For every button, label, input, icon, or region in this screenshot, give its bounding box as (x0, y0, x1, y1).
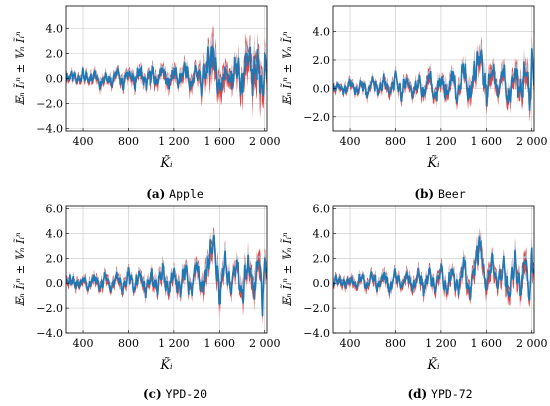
caption-tag: (a) (146, 187, 166, 201)
y-tick-label: 4.0 (46, 23, 64, 36)
x-axis-label: K̃ᵢ (426, 357, 440, 373)
y-tick-label: 6.0 (46, 202, 64, 215)
caption-tag: (d) (407, 387, 428, 401)
caption-tag: (c) (142, 387, 162, 401)
y-tick-label: −4.0 (303, 327, 330, 340)
y-tick-label: −2.0 (36, 98, 63, 111)
plot-area (66, 25, 267, 119)
y-tick-label: −2.0 (36, 302, 63, 315)
y-tick-label: 4.0 (313, 227, 331, 240)
variance-band (66, 226, 267, 325)
x-tick-label: 2 000 (249, 337, 281, 350)
y-axis-label: 𝔼ₙ Ĩᵢⁿ ± 𝕍ₙ Ĩᵢⁿ (13, 232, 27, 307)
x-tick-label: 400 (340, 337, 361, 350)
x-tick-label: 800 (118, 135, 139, 148)
plot-area (66, 226, 267, 325)
chart-panel-c: 400 800 1 200 1 600 2 000 −4.0 −2.0 0.0 2.0 4.0 6.… (13, 202, 280, 373)
x-tick-label: 800 (385, 337, 406, 350)
caption-name: YPD-72 (431, 387, 473, 401)
x-tick-label: 1 200 (158, 135, 190, 148)
y-tick-label: −4.0 (36, 327, 63, 340)
x-tick-label: 1 600 (204, 337, 236, 350)
caption-a: (a) Apple (70, 187, 280, 201)
y-tick-label: 2.0 (313, 252, 331, 265)
y-tick-label: 0.0 (313, 277, 331, 290)
y-tick-label: 6.0 (313, 202, 331, 215)
y-tick-label: −2.0 (303, 302, 330, 315)
x-tick-label: 800 (385, 135, 406, 148)
y-tick-label: 0.0 (46, 277, 64, 290)
y-tick-label: −4.0 (36, 123, 63, 136)
x-axis-label: K̃ᵢ (159, 155, 173, 171)
chart-panel-d: 400 800 1 200 1 600 2 000 −4.0 −2.0 0.0 2.0 4.0 6.… (280, 202, 547, 373)
chart-panel-a: 400 800 1 200 1 600 2 000 −4.0 −2.0 0.0 2.0 4.0 K̃… (13, 5, 281, 171)
x-tick-label: 1 600 (471, 135, 503, 148)
axes-frame (65, 205, 268, 334)
y-tick-label: 0.0 (313, 82, 331, 95)
axes-frame (332, 5, 535, 132)
caption-c: (c) YPD-20 (70, 387, 280, 401)
x-tick-label: 1 600 (204, 135, 236, 148)
y-axis-label: 𝔼ₙ Ĩᵢⁿ ± 𝕍ₙ Ĩᵢⁿ (13, 31, 27, 106)
y-axis-label: 𝔼ₙ Ĩᵢⁿ ± 𝕍ₙ Ĩᵢⁿ (280, 232, 294, 307)
y-tick-label: 2.0 (313, 54, 331, 67)
caption-name: Beer (437, 187, 466, 201)
y-tick-label: 2.0 (46, 48, 64, 61)
x-tick-label: 400 (73, 337, 94, 350)
caption-b: (b) Beer (335, 187, 545, 201)
variance-band (333, 35, 534, 123)
x-tick-label: 2 000 (516, 135, 548, 148)
mean-line (333, 236, 534, 301)
x-axis-label: K̃ᵢ (426, 155, 440, 171)
chart-panel-b: 400 800 1 200 1 600 2 000 −2.0 0.0 2.0 4.0 K̃ᵢ 𝔼ₙ … (280, 5, 548, 171)
mean-line (66, 45, 267, 97)
axes-frame (332, 205, 535, 334)
caption-name: Apple (169, 187, 204, 201)
x-tick-label: 2 000 (249, 135, 281, 148)
sample-line (66, 230, 267, 313)
x-tick-label: 800 (118, 337, 139, 350)
y-tick-label: 2.0 (46, 252, 64, 265)
caption-name: YPD-20 (165, 387, 208, 401)
plot-area (333, 35, 534, 123)
x-tick-label: 1 200 (158, 337, 190, 350)
x-tick-label: 1 600 (471, 337, 503, 350)
variance-band (66, 25, 267, 119)
mean-line (333, 48, 534, 111)
x-tick-label: 400 (73, 135, 94, 148)
x-axis-label: K̃ᵢ (159, 357, 173, 373)
x-tick-label: 1 200 (425, 135, 457, 148)
y-tick-label: 4.0 (46, 227, 64, 240)
caption-tag: (b) (414, 187, 435, 201)
x-tick-label: 2 000 (516, 337, 548, 350)
mean-line (66, 234, 267, 317)
y-tick-label: −2.0 (303, 111, 330, 124)
axes-frame (65, 5, 268, 132)
plot-area (333, 227, 534, 308)
y-axis-label: 𝔼ₙ Ĩᵢⁿ ± 𝕍ₙ Ĩᵢⁿ (280, 31, 294, 106)
caption-d: (d) YPD-72 (335, 387, 545, 401)
x-tick-label: 1 200 (425, 337, 457, 350)
y-tick-label: 4.0 (313, 26, 331, 39)
x-tick-label: 400 (340, 135, 361, 148)
y-tick-label: 0.0 (46, 73, 64, 86)
